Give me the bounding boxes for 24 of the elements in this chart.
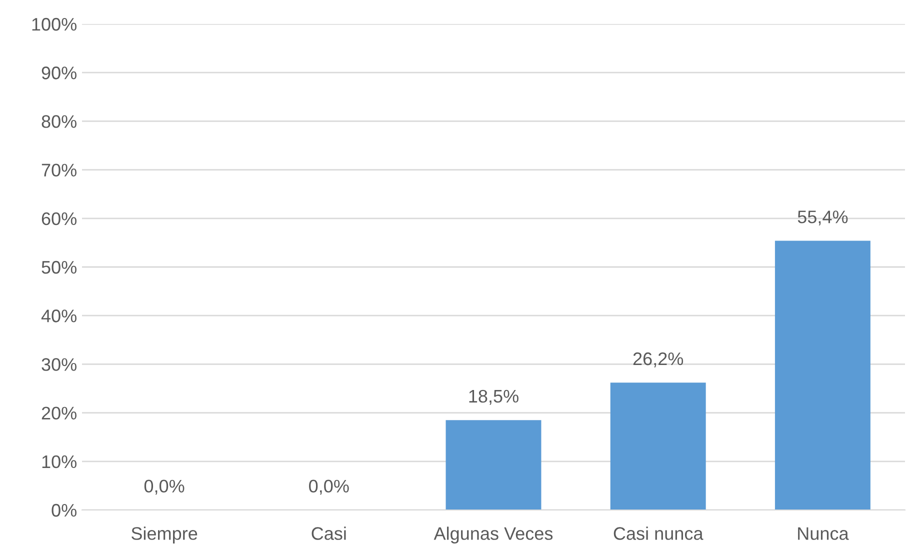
x-tick-label: Casi nunca [614,526,704,540]
x-tick-label: Casi [312,526,346,540]
data-label: 55,4% [798,210,848,226]
y-tick-label: 100% [32,18,76,31]
data-label: 18,5% [469,390,518,405]
y-tick-label: 50% [42,260,76,274]
data-label: 0,0% [144,480,184,495]
data-label: 26,2% [633,352,684,368]
y-tick-label: 40% [41,310,76,322]
x-tick-label: Siempre [132,526,198,544]
data-label: 0,0% [309,480,349,495]
y-tick-label: 30% [42,358,76,371]
y-tick-label: 60% [42,212,76,226]
y-tick-label: 70% [42,164,76,177]
bar [446,420,542,510]
y-tick-label: 90% [42,66,76,80]
bar [610,382,706,510]
y-tick-label: 80% [42,115,76,128]
y-tick-label: 10% [42,455,76,468]
x-tick-label: Algunas Veces [434,526,553,544]
y-tick-label: 20% [42,406,76,420]
x-tick-label: Nunca [798,527,849,540]
bar [774,240,870,510]
y-tick-label: 0% [52,504,76,517]
